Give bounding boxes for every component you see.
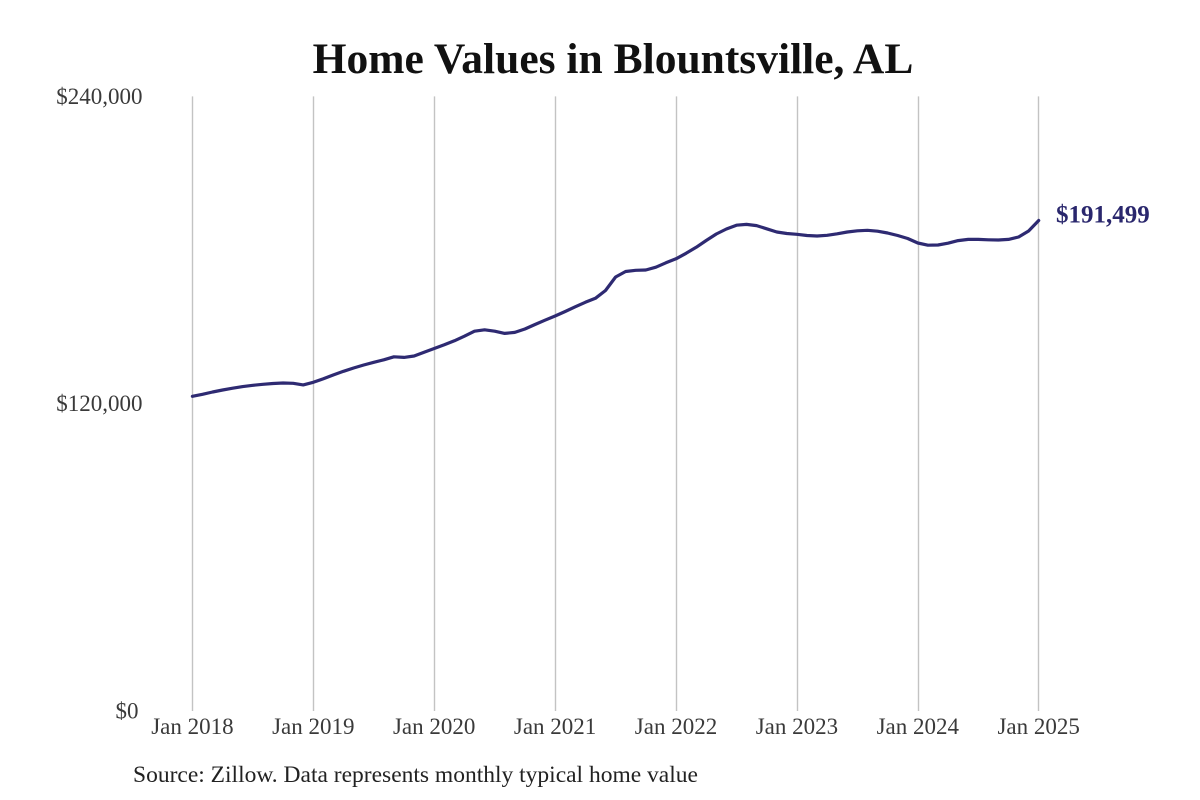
svg-text:Jan 2022: Jan 2022 bbox=[635, 714, 717, 739]
svg-text:$120,000: $120,000 bbox=[56, 391, 142, 416]
svg-text:Jan 2025: Jan 2025 bbox=[997, 714, 1079, 739]
svg-text:$0: $0 bbox=[116, 698, 139, 723]
svg-text:Jan 2019: Jan 2019 bbox=[272, 714, 354, 739]
svg-text:Jan 2021: Jan 2021 bbox=[514, 714, 596, 739]
svg-text:Jan 2023: Jan 2023 bbox=[756, 714, 838, 739]
svg-text:Jan 2020: Jan 2020 bbox=[393, 714, 475, 739]
svg-text:Jan 2024: Jan 2024 bbox=[877, 714, 960, 739]
svg-text:Home Values in Blountsville, A: Home Values in Blountsville, AL bbox=[313, 35, 914, 83]
svg-text:$191,499: $191,499 bbox=[1056, 202, 1150, 229]
svg-text:Source: Zillow. Data represent: Source: Zillow. Data represents monthly … bbox=[133, 762, 698, 788]
svg-text:$240,000: $240,000 bbox=[56, 84, 142, 109]
svg-text:Jan 2018: Jan 2018 bbox=[151, 714, 233, 739]
